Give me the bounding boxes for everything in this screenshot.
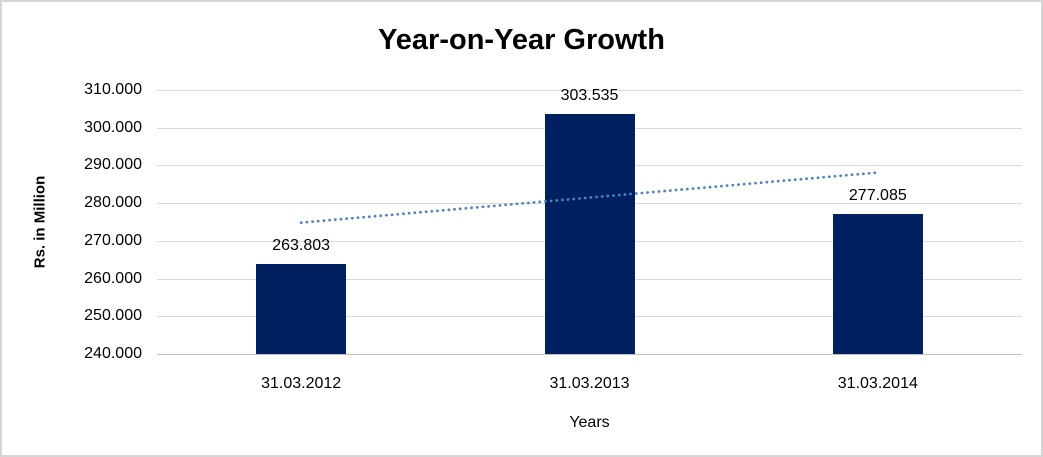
- y-tick-label: 260.000: [84, 269, 142, 287]
- y-axis-title: Rs. in Million: [31, 175, 49, 269]
- bar-value-label: 263.803: [272, 237, 331, 255]
- y-tick-label: 310.000: [84, 81, 142, 98]
- bar-31.03.2012: [256, 264, 347, 354]
- x-tick-label: 31.03.2013: [549, 375, 630, 392]
- x-axis-title: Years: [569, 414, 610, 431]
- bar-31.03.2014: [832, 214, 923, 354]
- chart-title: Year-on-Year Growth: [378, 24, 665, 56]
- y-tick-label: 290.000: [84, 156, 142, 174]
- y-tick-label: 240.000: [84, 345, 142, 362]
- y-tick-label: 300.000: [84, 118, 142, 136]
- y-tick-label: 250.000: [84, 307, 142, 325]
- bar-31.03.2013: [544, 114, 635, 354]
- bar-value-label: 303.535: [560, 87, 619, 105]
- gridline: [157, 90, 1022, 91]
- y-tick-label: 280.000: [84, 194, 142, 212]
- x-axis-line: [157, 354, 1022, 355]
- x-tick-label: 31.03.2012: [261, 375, 342, 392]
- x-tick-label: 31.03.2014: [837, 375, 918, 392]
- plot-area: 263.803 303.535 277.085: [157, 87, 1022, 355]
- trendline: [299, 171, 880, 225]
- bar-value-label: 277.085: [848, 187, 907, 205]
- y-tick-label: 270.000: [84, 231, 142, 249]
